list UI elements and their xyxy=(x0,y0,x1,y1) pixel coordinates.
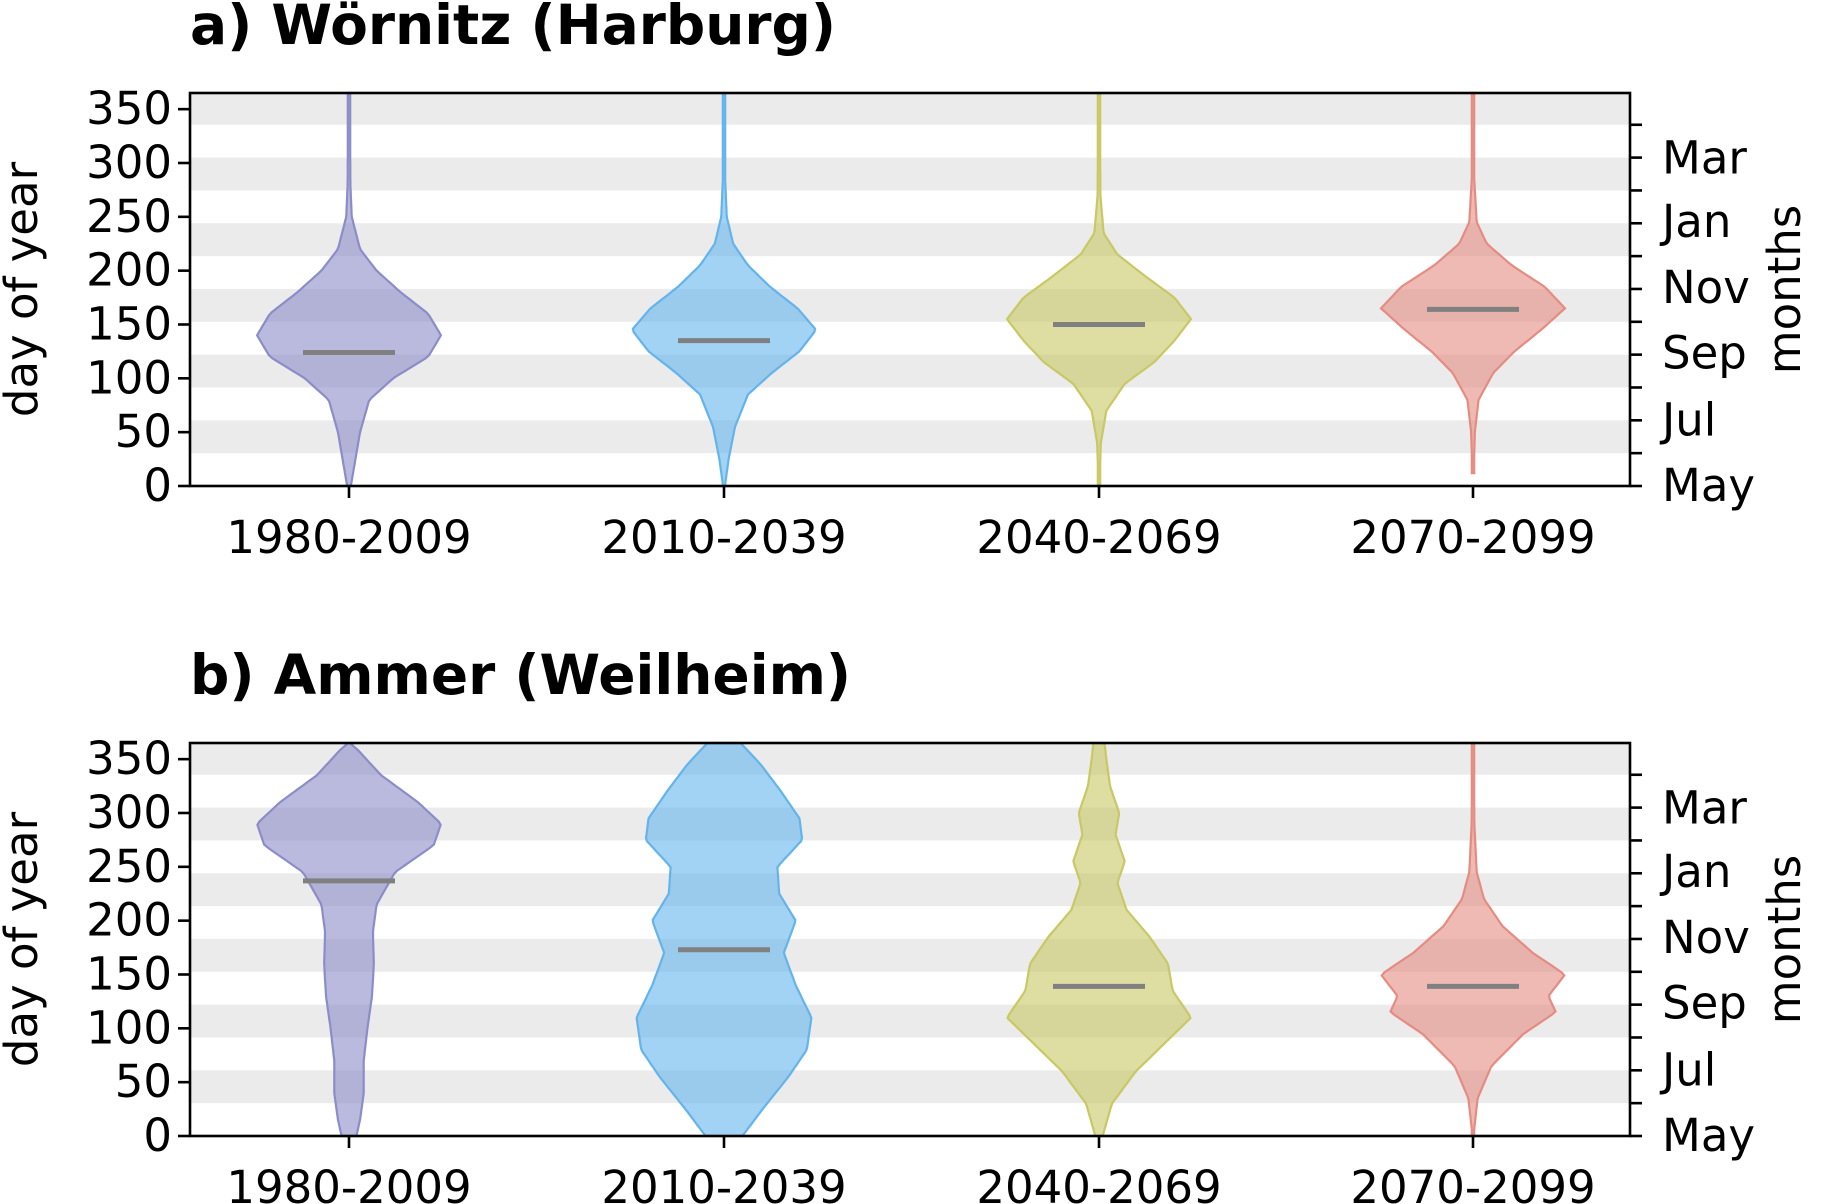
chart-panel-2: b) Ammer (Weilheim)050100150200250300350… xyxy=(0,643,1811,1204)
y-tick-label: 100 xyxy=(86,351,172,404)
y-axis-label: day of year xyxy=(0,161,48,417)
x-tick-label: 2070-2099 xyxy=(1350,1161,1595,1204)
x-tick-label: 2010-2039 xyxy=(601,511,846,564)
x-tick-label: 2040-2069 xyxy=(976,511,1221,564)
y-tick-label: 200 xyxy=(86,244,172,297)
chart-panel-1: a) Wörnitz (Harburg)05010015020025030035… xyxy=(0,0,1811,564)
month-band xyxy=(190,873,1630,907)
x-tick-label: 1980-2009 xyxy=(226,1161,471,1204)
month-tick-label: Sep xyxy=(1662,327,1747,380)
month-tick-label: Jan xyxy=(1659,845,1731,898)
y-axis-right: May Jul Sep Nov Jan Mar xyxy=(1630,123,1755,512)
y-tick-label: 50 xyxy=(115,405,172,458)
y-tick-label: 300 xyxy=(86,136,172,189)
y-tick-label: 250 xyxy=(86,190,172,243)
x-axis: 1980-2009 2010-2039 2040-2069 2070-2099 xyxy=(226,1136,1596,1204)
month-tick-label: Jul xyxy=(1659,1043,1716,1096)
y-tick-label: 250 xyxy=(86,840,172,893)
y2-axis-label: months xyxy=(1758,205,1811,375)
x-tick-label: 1980-2009 xyxy=(226,511,471,564)
panel-title: b) Ammer (Weilheim) xyxy=(190,643,851,707)
month-band xyxy=(190,354,1630,388)
month-tick-label: Mar xyxy=(1662,132,1747,185)
month-tick-label: Jan xyxy=(1659,195,1731,248)
panel-title: a) Wörnitz (Harburg) xyxy=(190,0,836,57)
month-band xyxy=(190,93,1630,125)
month-tick-label: May xyxy=(1662,1109,1755,1162)
y-tick-label: 350 xyxy=(86,732,172,785)
month-band xyxy=(190,1070,1630,1104)
x-tick-label: 2070-2099 xyxy=(1350,511,1595,564)
y-tick-label: 350 xyxy=(86,82,172,135)
month-tick-label: May xyxy=(1662,459,1755,512)
month-band xyxy=(190,743,1630,775)
y-tick-label: 50 xyxy=(115,1055,172,1108)
y-tick-label: 150 xyxy=(86,297,172,350)
x-tick-label: 2010-2039 xyxy=(601,1161,846,1204)
month-tick-label: Sep xyxy=(1662,977,1747,1030)
month-tick-label: Nov xyxy=(1662,261,1750,314)
y-axis-right: May Jul Sep Nov Jan Mar xyxy=(1630,773,1755,1162)
violin-2070-2099 xyxy=(1379,91,1567,475)
month-tick-label: Jul xyxy=(1659,393,1716,446)
month-band xyxy=(190,938,1630,972)
month-band xyxy=(190,420,1630,454)
y-tick-label: 0 xyxy=(143,459,172,512)
y-tick-label: 100 xyxy=(86,1001,172,1054)
y2-axis-label: months xyxy=(1758,855,1811,1025)
y-tick-label: 150 xyxy=(86,947,172,1000)
month-tick-label: Nov xyxy=(1662,911,1750,964)
y-tick-label: 200 xyxy=(86,894,172,947)
month-tick-label: Mar xyxy=(1662,782,1747,835)
y-tick-label: 300 xyxy=(86,786,172,839)
x-tick-label: 2040-2069 xyxy=(976,1161,1221,1204)
x-axis: 1980-2009 2010-2039 2040-2069 2070-2099 xyxy=(226,486,1596,564)
month-band xyxy=(190,223,1630,257)
month-band xyxy=(190,157,1630,191)
y-axis-label: day of year xyxy=(0,811,48,1067)
month-bands xyxy=(190,93,1630,454)
violin-2010-2039 xyxy=(635,741,813,1138)
y-tick-label: 0 xyxy=(143,1109,172,1162)
